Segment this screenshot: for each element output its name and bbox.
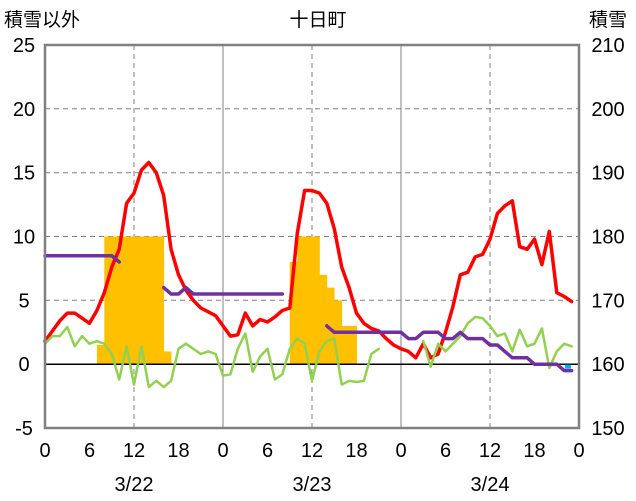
x-tick-label: 12: [301, 440, 323, 462]
snowfall-bar: [96, 345, 105, 365]
snowfall-bar: [126, 236, 135, 365]
snowfall-bar: [326, 287, 335, 365]
chart-title: 十日町: [289, 9, 346, 31]
x-tick-label: 18: [523, 440, 545, 462]
x-tick-label: 0: [573, 440, 584, 462]
snowfall-bar: [156, 236, 165, 365]
left-y-tick-label: 20: [13, 99, 35, 121]
date-label: 3/23: [293, 474, 332, 496]
x-tick-label: 6: [84, 440, 95, 462]
snowfall-bar: [304, 236, 313, 365]
snow-depth-line: [43, 253, 121, 264]
left-axis-title: 積雪以外: [4, 9, 80, 31]
x-tick-label: 0: [39, 440, 50, 462]
snowfall-bar: [341, 325, 350, 365]
x-tick-label: 18: [167, 440, 189, 462]
x-tick-label: 0: [217, 440, 228, 462]
left-y-tick-label: -5: [15, 418, 33, 440]
right-y-tick-label: 180: [591, 227, 624, 249]
dewpoint-line: [43, 325, 381, 389]
x-tick-label: 6: [262, 440, 273, 462]
dewpoint-line: [422, 315, 573, 370]
right-y-tick-label: 150: [591, 418, 624, 440]
left-y-tick-label: 25: [13, 35, 35, 57]
snowfall-bar: [163, 351, 172, 365]
right-y-tick-label: 160: [591, 354, 624, 376]
snowfall-bar: [141, 236, 150, 365]
left-y-tick-label: 0: [18, 354, 29, 376]
x-tick-label: 6: [440, 440, 451, 462]
snowfall-bar: [104, 236, 113, 365]
snowfall-bar: [312, 236, 320, 365]
right-y-tick-label: 170: [591, 290, 624, 312]
right-y-tick-label: 210: [591, 35, 624, 57]
snow-depth-line: [325, 324, 574, 373]
x-tick-label: 0: [395, 440, 406, 462]
snowfall-bar: [134, 236, 142, 365]
right-y-tick-label: 200: [591, 99, 624, 121]
right-y-tick-label: 190: [591, 163, 624, 185]
snowfall-bar: [289, 262, 298, 365]
snowfall-bar: [297, 236, 305, 365]
snowfall-bars: [96, 236, 357, 365]
snowfall-bar: [319, 274, 328, 365]
right-axis-title: 積雪: [589, 9, 627, 31]
x-tick-label: 18: [345, 440, 367, 462]
x-tick-label: 12: [123, 440, 145, 462]
left-y-tick-label: 5: [18, 290, 29, 312]
snow-depth-line: [161, 285, 285, 296]
end-marker: [564, 364, 571, 369]
series-lines: [43, 160, 574, 389]
snowfall-bar: [349, 325, 357, 365]
left-y-tick-label: 15: [13, 163, 35, 185]
temperature-line: [43, 160, 574, 360]
snowfall-bar: [119, 236, 127, 365]
plot-frame: [43, 43, 581, 430]
date-label: 3/22: [115, 474, 154, 496]
snowfall-bar: [148, 236, 157, 365]
snowfall-bar: [111, 236, 120, 365]
date-label: 3/24: [471, 474, 510, 496]
x-tick-label: 12: [479, 440, 501, 462]
left-y-tick-label: 10: [13, 227, 35, 249]
